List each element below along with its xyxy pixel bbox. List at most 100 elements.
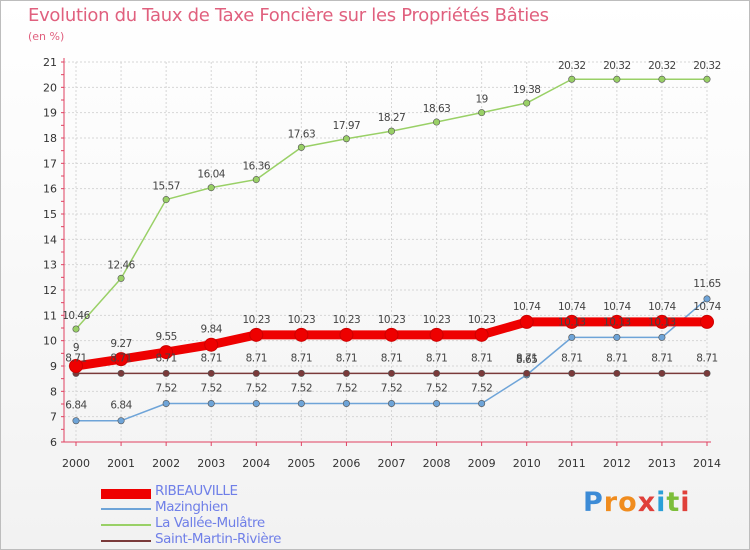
data-label: 8.71 bbox=[471, 352, 492, 364]
data-point-saint-martin-riviere bbox=[658, 369, 666, 377]
x-tick-label: 2002 bbox=[152, 457, 180, 470]
data-point-saint-martin-riviere bbox=[568, 369, 576, 377]
data-label: 15.57 bbox=[152, 181, 180, 193]
data-point-ribeauville bbox=[609, 314, 624, 329]
y-tick-label: 8 bbox=[50, 385, 57, 398]
data-point-mazinghien bbox=[72, 417, 80, 425]
data-label: 9.55 bbox=[155, 331, 176, 343]
legend-swatch-ribeauville bbox=[101, 489, 151, 499]
data-point-la-vallee-mulatre bbox=[297, 143, 305, 151]
data-point-saint-martin-riviere bbox=[387, 369, 395, 377]
data-label: 20.32 bbox=[693, 60, 721, 72]
data-label: 10.46 bbox=[62, 310, 90, 322]
logo-letter: r bbox=[603, 487, 619, 518]
data-label: 7.52 bbox=[336, 382, 357, 394]
legend-label-saint-martin-riviere: Saint-Martin-Rivière bbox=[155, 531, 281, 547]
data-point-saint-martin-riviere bbox=[342, 369, 350, 377]
data-label: 18.63 bbox=[423, 103, 451, 115]
data-point-la-vallee-mulatre bbox=[252, 176, 260, 184]
data-label: 7.52 bbox=[155, 382, 176, 394]
x-tick-label: 2014 bbox=[693, 457, 721, 470]
logo-letter: P bbox=[583, 487, 604, 518]
legend-swatch-saint-martin-riviere bbox=[101, 540, 151, 542]
data-point-la-vallee-mulatre bbox=[387, 127, 395, 135]
data-point-mazinghien bbox=[433, 399, 441, 407]
legend-swatch-mazinghien bbox=[101, 508, 151, 510]
data-point-la-vallee-mulatre bbox=[478, 109, 486, 117]
data-label: 10.23 bbox=[423, 314, 451, 326]
data-label: 10.23 bbox=[378, 314, 406, 326]
data-point-ribeauville bbox=[249, 327, 264, 342]
data-label: 8.71 bbox=[516, 352, 537, 364]
data-point-saint-martin-riviere bbox=[433, 369, 441, 377]
data-label: 10.23 bbox=[333, 314, 361, 326]
y-tick-label: 9 bbox=[50, 360, 57, 373]
data-label: 16.36 bbox=[243, 161, 271, 173]
data-point-saint-martin-riviere bbox=[117, 369, 125, 377]
y-tick-label: 11 bbox=[43, 309, 57, 322]
data-label: 8.71 bbox=[336, 352, 357, 364]
data-label: 7.52 bbox=[291, 382, 312, 394]
data-point-saint-martin-riviere bbox=[703, 369, 711, 377]
chart-title: Evolution du Taux de Taxe Foncière sur l… bbox=[28, 5, 549, 26]
x-tick-label: 2013 bbox=[648, 457, 676, 470]
data-point-mazinghien bbox=[658, 333, 666, 341]
data-point-mazinghien bbox=[117, 417, 125, 425]
data-label: 19 bbox=[475, 94, 487, 106]
data-point-la-vallee-mulatre bbox=[207, 184, 215, 192]
data-label: 20.32 bbox=[648, 60, 676, 72]
proxiti-logo: Proxiti bbox=[583, 487, 691, 518]
x-tick-label: 2000 bbox=[62, 457, 90, 470]
data-label: 8.71 bbox=[246, 352, 267, 364]
data-point-ribeauville bbox=[474, 327, 489, 342]
data-point-ribeauville bbox=[700, 314, 714, 329]
data-label: 8.71 bbox=[155, 352, 176, 364]
y-tick-label: 12 bbox=[43, 284, 57, 297]
data-point-ribeauville bbox=[654, 314, 669, 329]
data-point-ribeauville bbox=[204, 337, 219, 352]
data-label: 10.74 bbox=[603, 301, 631, 313]
y-tick-label: 17 bbox=[43, 157, 57, 170]
data-label: 12.46 bbox=[107, 259, 135, 271]
data-point-saint-martin-riviere bbox=[297, 369, 305, 377]
legend-label-ribeauville: RIBEAUVILLE bbox=[155, 483, 238, 499]
x-tick-label: 2005 bbox=[287, 457, 315, 470]
data-label: 10.13 bbox=[558, 316, 586, 328]
data-point-saint-martin-riviere bbox=[162, 369, 170, 377]
data-label: 18.27 bbox=[378, 112, 406, 124]
data-point-ribeauville bbox=[159, 345, 174, 360]
data-label: 10.74 bbox=[693, 301, 721, 313]
data-label: 10.74 bbox=[648, 301, 676, 313]
data-label: 10.13 bbox=[648, 316, 676, 328]
x-tick-label: 2008 bbox=[423, 457, 451, 470]
data-label: 8.71 bbox=[381, 352, 402, 364]
data-label: 7.52 bbox=[246, 382, 267, 394]
data-point-ribeauville bbox=[429, 327, 444, 342]
x-tick-label: 2010 bbox=[513, 457, 541, 470]
data-label: 16.04 bbox=[197, 169, 225, 181]
data-point-mazinghien bbox=[297, 399, 305, 407]
data-point-saint-martin-riviere bbox=[613, 369, 621, 377]
data-point-saint-martin-riviere bbox=[207, 369, 215, 377]
data-label: 7.52 bbox=[381, 382, 402, 394]
legend-label-mazinghien: Mazinghien bbox=[155, 499, 229, 515]
data-point-saint-martin-riviere bbox=[252, 369, 260, 377]
data-label: 8.71 bbox=[110, 352, 131, 364]
data-point-ribeauville bbox=[384, 327, 399, 342]
data-point-la-vallee-mulatre bbox=[568, 75, 576, 83]
y-tick-label: 15 bbox=[43, 208, 57, 221]
x-tick-label: 2007 bbox=[378, 457, 406, 470]
y-tick-label: 21 bbox=[43, 56, 57, 69]
data-point-mazinghien bbox=[613, 333, 621, 341]
data-point-saint-martin-riviere bbox=[478, 369, 486, 377]
legend-item-ribeauville: RIBEAUVILLE bbox=[101, 483, 361, 501]
data-point-ribeauville bbox=[564, 314, 579, 329]
data-label: 20.32 bbox=[603, 60, 631, 72]
data-label: 9.27 bbox=[110, 338, 131, 350]
x-tick-label: 2001 bbox=[107, 457, 135, 470]
data-label: 10.74 bbox=[513, 301, 541, 313]
data-label: 7.52 bbox=[426, 382, 447, 394]
data-point-mazinghien bbox=[703, 295, 711, 303]
y-tick-label: 18 bbox=[43, 132, 57, 145]
